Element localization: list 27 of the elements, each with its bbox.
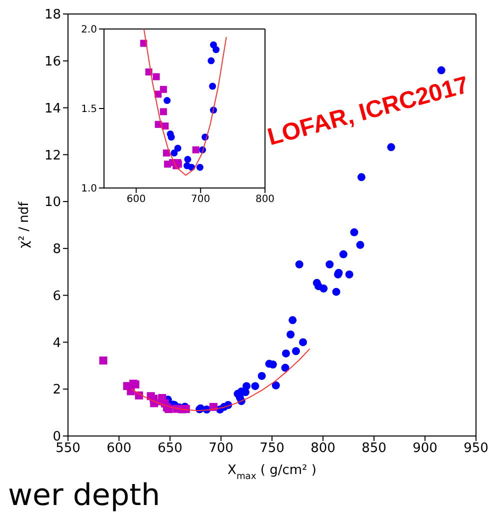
y-tick-label: 8	[52, 242, 61, 258]
y-tick-label: 10	[44, 195, 61, 210]
x-tick-label: 900	[412, 441, 438, 456]
y-tick-label: 2	[52, 382, 61, 398]
x-tick-label: 600	[106, 441, 132, 456]
x-tick-label: 750	[260, 441, 284, 456]
y-axis-title: χ² / ndf	[17, 201, 32, 248]
x-tick-label: 850	[362, 441, 386, 456]
y-tick-label: 4	[52, 336, 61, 351]
x-tick-label: 800	[255, 194, 275, 206]
x-tick-label: 550	[56, 441, 80, 456]
y-tick-label: 1.0	[81, 184, 97, 195]
y-tick-label: 14	[44, 101, 61, 116]
x-tick-label: 800	[310, 441, 336, 456]
x-tick-label: 950	[464, 441, 488, 456]
x-tick-label: 700	[191, 194, 210, 206]
x-tick-label: 700	[208, 441, 234, 456]
y-tick-label: 6	[52, 288, 61, 304]
y-tick-label: 16	[44, 54, 61, 70]
x-axis-title: X$_{max}$ ( g/cm² )	[228, 463, 316, 482]
y-tick-label: 2.0	[81, 24, 97, 36]
x-tick-label: 650	[158, 441, 182, 456]
y-tick-label: 1.5	[81, 104, 97, 116]
y-tick-label: 18	[44, 8, 61, 23]
y-tick-label: 12	[44, 148, 61, 164]
text: wer depth	[8, 478, 160, 513]
x-tick-label: 600	[126, 194, 146, 206]
